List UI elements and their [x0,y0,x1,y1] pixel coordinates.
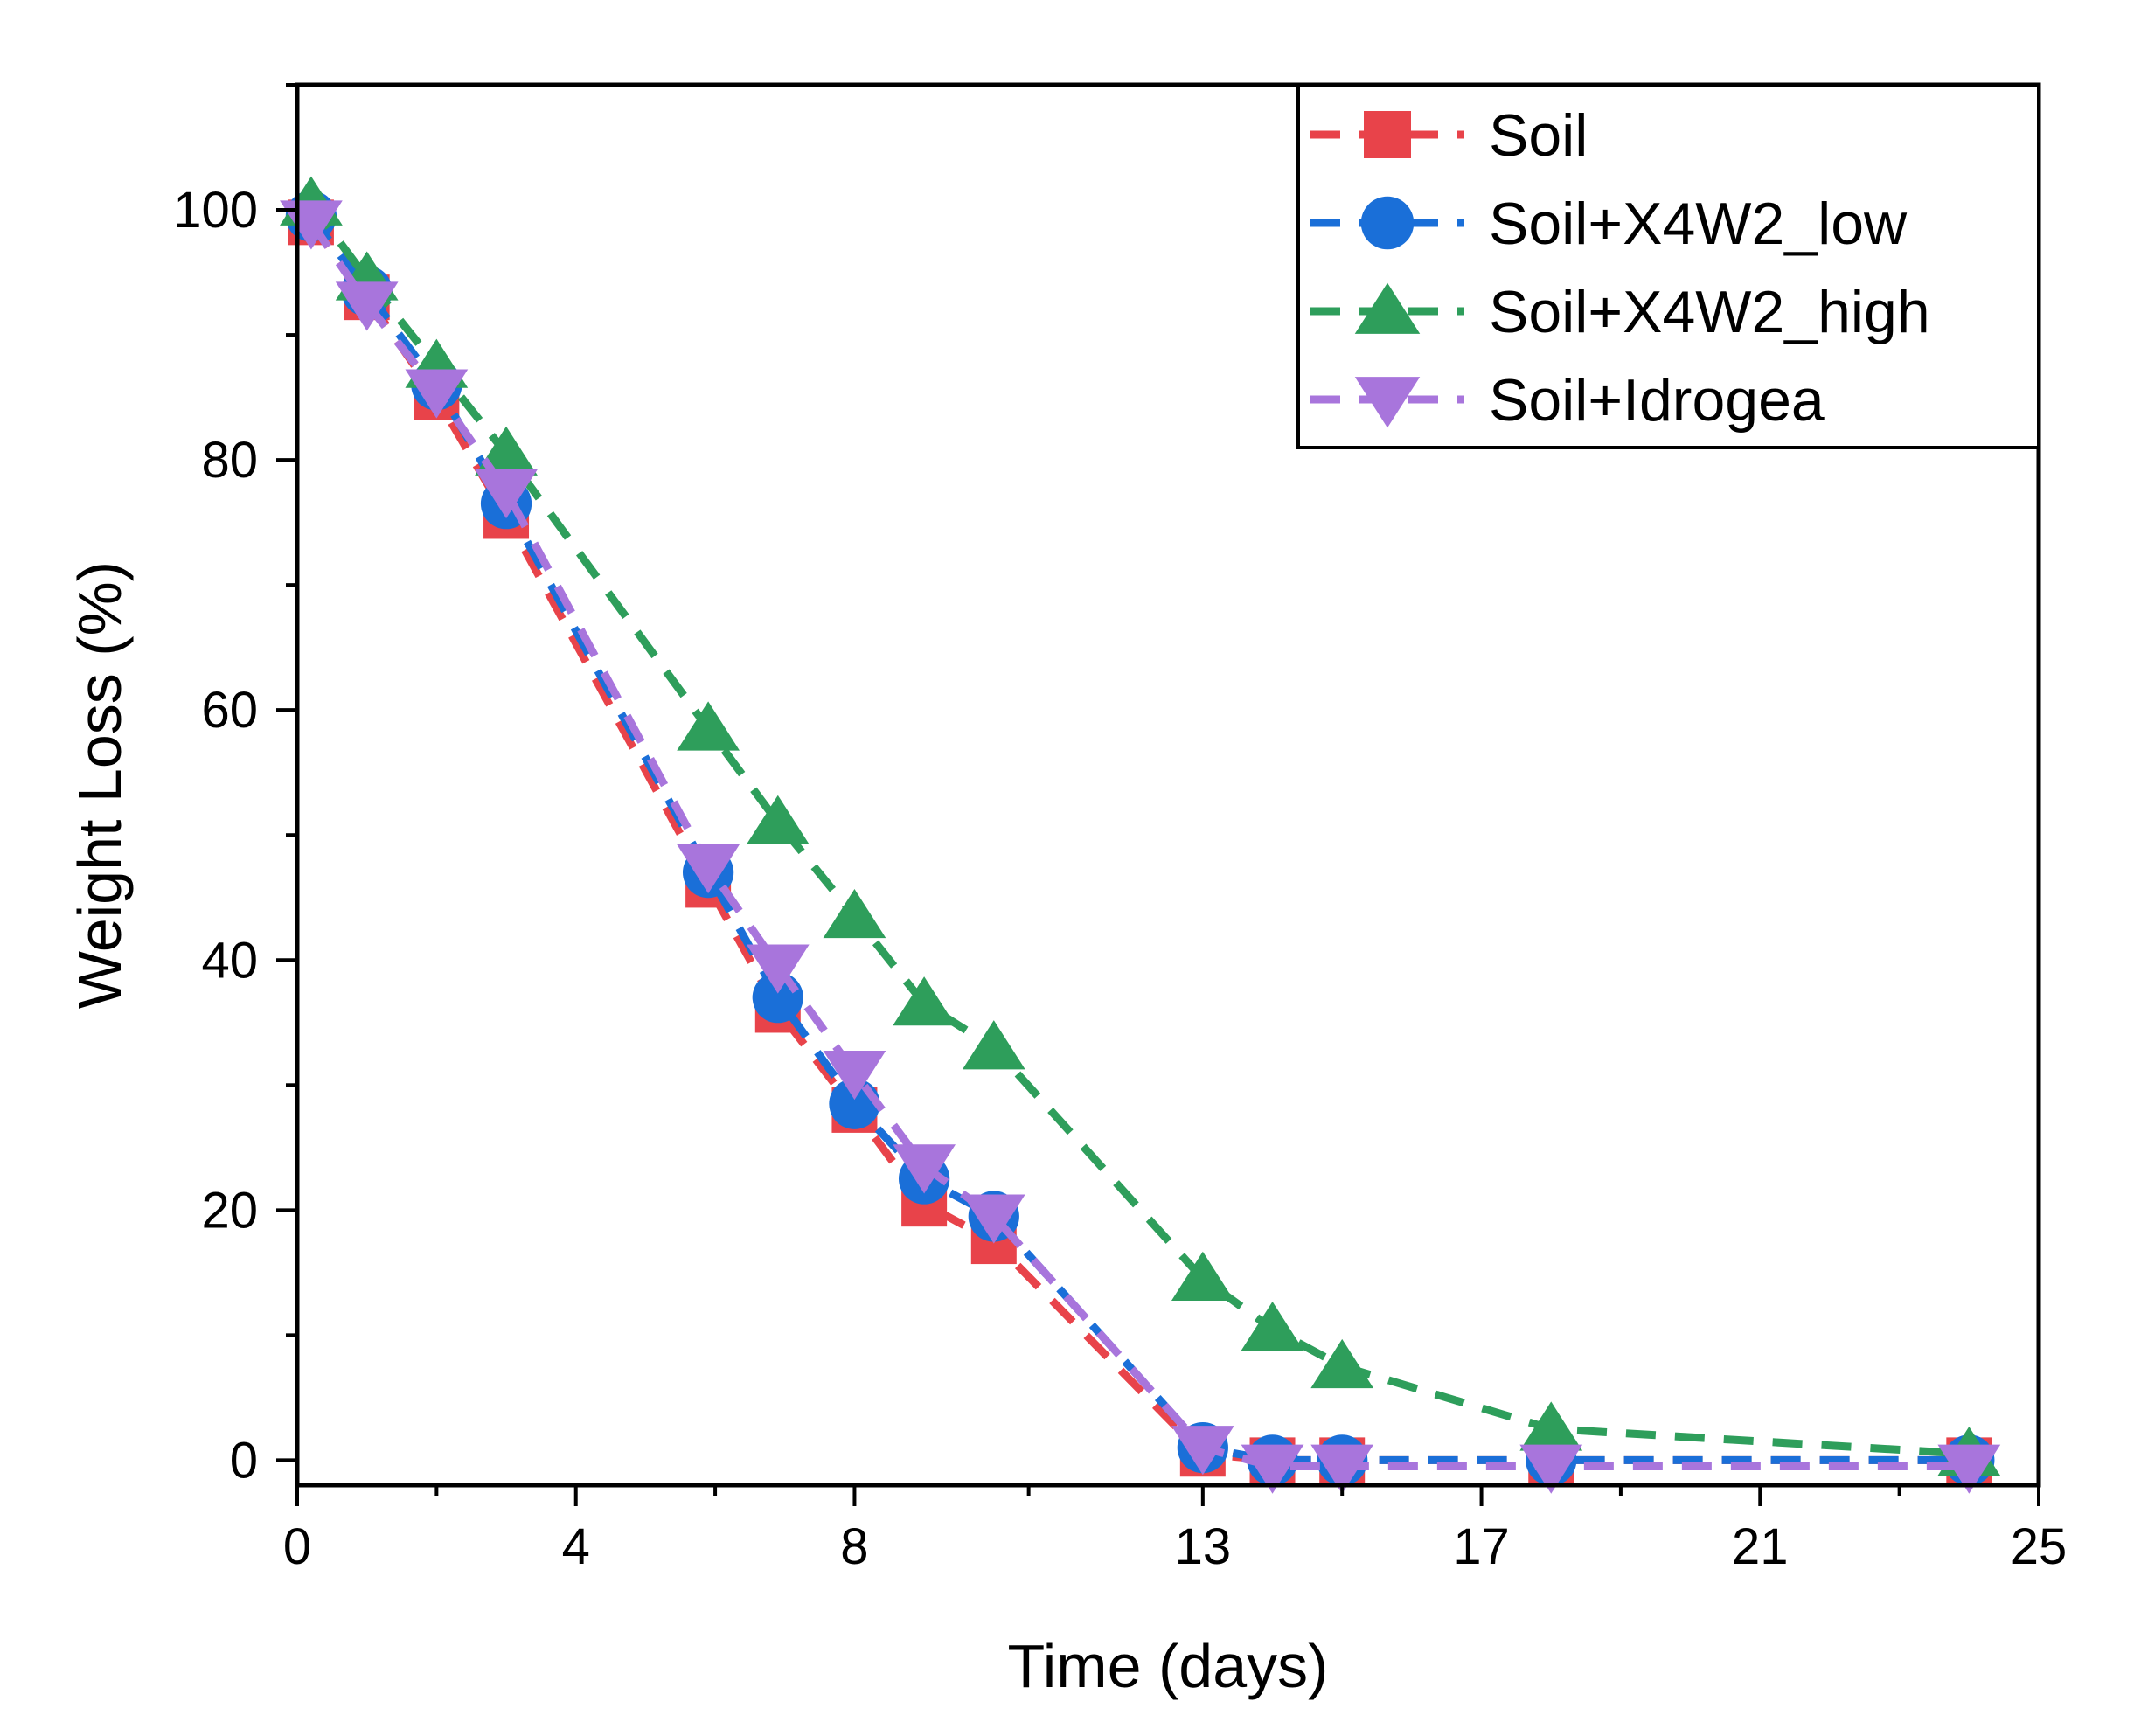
data-point [962,1194,1025,1244]
y-axis-label: Weight Loss (%) [66,561,134,1009]
data-point [893,1144,956,1194]
data-point [475,469,538,519]
y-tick-label: 20 [201,1182,258,1239]
ticks-layer: 0 4 8 13 17 21 25 0 20 40 60 80 100 [173,83,2068,1575]
legend-item: Soil [1310,102,1588,169]
data-point [677,844,740,894]
data-point [1241,1302,1304,1351]
data-point [1171,1426,1234,1476]
legend-item: Soil+Idrogea [1310,367,1825,434]
data-point [1171,1251,1234,1301]
data-point [1519,1444,1583,1494]
legend-item: Soil+X4W2_high [1310,279,1930,345]
x-tick-label: 4 [562,1518,590,1575]
legend-marker [1360,196,1415,250]
x-tick-label: 13 [1175,1518,1232,1575]
data-point [335,281,399,331]
x-tick-label: 17 [1453,1518,1510,1575]
data-point [1937,1444,2001,1494]
series-3 [280,200,2001,1494]
legend: Soil Soil+X4W2_low Soil+X4W2_high Soil+Idro… [1296,83,2040,449]
plot-frame [295,82,2041,1488]
x-tick-label: 25 [2011,1518,2068,1575]
data-point [823,1051,886,1101]
data-point [823,888,886,939]
y-tick-label: 100 [173,182,258,239]
legend-label: Soil [1489,102,1588,169]
data-point [746,795,810,844]
legend-marker [1364,111,1411,158]
legend-label: Soil+X4W2_low [1489,191,1908,257]
x-axis-label: Time (days) [1008,1632,1329,1700]
data-point [746,944,810,994]
data-point [1310,1444,1374,1494]
legend-label: Soil+Idrogea [1489,367,1825,434]
x-tick-label: 8 [840,1518,868,1575]
data-point [1310,1338,1374,1389]
data-point [893,976,956,1026]
legend-marker [1354,377,1421,428]
data-point [405,369,469,419]
y-tick-label: 80 [201,432,258,489]
legend-frame [1296,83,2040,449]
legend-marker [1354,282,1421,334]
y-tick-label: 40 [201,932,258,989]
data-point [677,701,740,751]
data-point [1519,1401,1583,1451]
data-point [1241,1444,1304,1494]
legend-item: Soil+X4W2_low [1310,191,1908,257]
x-tick-label: 21 [1732,1518,1789,1575]
series-layer [280,176,2001,1494]
y-tick-label: 60 [201,682,258,739]
legend-label: Soil+X4W2_high [1489,279,1930,345]
x-tick-label: 0 [283,1518,311,1575]
y-tick-label: 0 [230,1432,258,1489]
data-point [962,1020,1025,1070]
